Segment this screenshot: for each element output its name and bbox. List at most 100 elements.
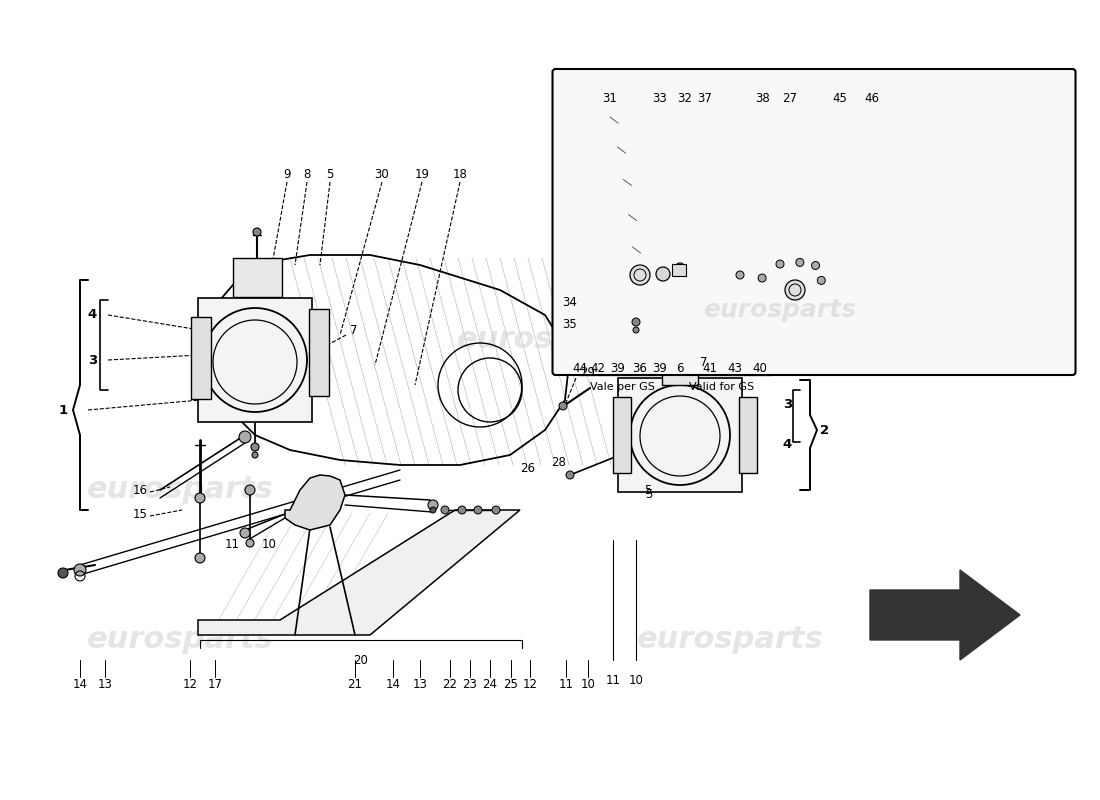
Text: eurosparts: eurosparts <box>456 326 644 354</box>
Text: 42: 42 <box>591 362 605 374</box>
Polygon shape <box>870 570 1020 660</box>
Circle shape <box>785 280 805 300</box>
Circle shape <box>428 500 438 510</box>
Text: 4: 4 <box>783 438 792 451</box>
Circle shape <box>758 274 766 282</box>
FancyBboxPatch shape <box>309 309 329 396</box>
Text: 24: 24 <box>483 678 497 691</box>
Text: 18: 18 <box>452 167 468 181</box>
Text: 2: 2 <box>820 423 829 437</box>
Circle shape <box>239 431 251 443</box>
Text: 15: 15 <box>133 509 148 522</box>
Text: 20: 20 <box>353 654 369 666</box>
Text: 41: 41 <box>703 362 717 374</box>
Circle shape <box>251 443 258 451</box>
Text: 10: 10 <box>581 678 595 691</box>
Text: 35: 35 <box>562 318 578 331</box>
Circle shape <box>492 506 500 514</box>
Circle shape <box>246 539 254 547</box>
Text: 7: 7 <box>350 323 358 337</box>
Text: 13: 13 <box>412 678 428 691</box>
Circle shape <box>252 452 258 458</box>
Text: 22: 22 <box>442 678 458 691</box>
Text: 9: 9 <box>284 167 290 181</box>
Text: 21: 21 <box>348 678 363 691</box>
Circle shape <box>632 318 640 326</box>
Text: 1: 1 <box>59 403 68 417</box>
Circle shape <box>441 506 449 514</box>
Circle shape <box>656 267 670 281</box>
Text: Valid for GS: Valid for GS <box>690 382 755 392</box>
Text: 10: 10 <box>262 538 277 551</box>
FancyBboxPatch shape <box>233 258 282 297</box>
Text: 29: 29 <box>580 366 595 378</box>
Text: 43: 43 <box>727 362 742 374</box>
Text: 38: 38 <box>756 91 770 105</box>
Text: 30: 30 <box>375 167 389 181</box>
FancyBboxPatch shape <box>198 298 312 422</box>
Text: 12: 12 <box>522 678 538 691</box>
Text: 39: 39 <box>652 362 668 374</box>
Text: 40: 40 <box>752 362 768 374</box>
Circle shape <box>74 564 86 576</box>
Circle shape <box>195 493 205 503</box>
Circle shape <box>253 228 261 236</box>
Text: 13: 13 <box>98 678 112 691</box>
Text: 10: 10 <box>628 674 643 686</box>
Text: 17: 17 <box>208 678 222 691</box>
Circle shape <box>430 507 436 513</box>
Text: 34: 34 <box>562 295 578 309</box>
Text: 23: 23 <box>463 678 477 691</box>
Text: 5: 5 <box>327 167 333 181</box>
Text: 11: 11 <box>559 678 573 691</box>
Circle shape <box>566 471 574 479</box>
FancyBboxPatch shape <box>618 378 742 492</box>
FancyBboxPatch shape <box>662 357 698 385</box>
Polygon shape <box>285 475 345 530</box>
Text: 27: 27 <box>782 91 797 105</box>
FancyBboxPatch shape <box>613 397 631 473</box>
Circle shape <box>736 271 744 279</box>
Text: 12: 12 <box>183 678 198 691</box>
Text: 14: 14 <box>385 678 400 691</box>
FancyBboxPatch shape <box>672 264 686 276</box>
Circle shape <box>195 553 205 563</box>
Circle shape <box>458 506 466 514</box>
FancyBboxPatch shape <box>552 69 1076 375</box>
Text: 25: 25 <box>504 678 518 691</box>
Text: 3: 3 <box>88 354 97 366</box>
Text: eurosparts: eurosparts <box>703 298 857 322</box>
Text: 37: 37 <box>697 91 713 105</box>
Text: 7: 7 <box>700 355 707 369</box>
Text: 8: 8 <box>304 167 310 181</box>
Polygon shape <box>198 510 520 635</box>
Text: 32: 32 <box>678 91 692 105</box>
Text: 19: 19 <box>415 167 429 181</box>
Text: 44: 44 <box>572 362 587 374</box>
Text: 36: 36 <box>632 362 648 374</box>
Text: Vale per GS: Vale per GS <box>590 382 654 392</box>
Text: 39: 39 <box>610 362 626 374</box>
Circle shape <box>58 568 68 578</box>
Circle shape <box>630 265 650 285</box>
Circle shape <box>776 260 784 268</box>
Text: 33: 33 <box>652 91 668 105</box>
Text: 16: 16 <box>133 483 148 497</box>
Circle shape <box>559 402 566 410</box>
Text: 6: 6 <box>676 362 684 374</box>
FancyBboxPatch shape <box>191 317 211 399</box>
Circle shape <box>817 277 825 285</box>
Circle shape <box>812 262 820 270</box>
Text: 4: 4 <box>88 309 97 322</box>
Circle shape <box>240 528 250 538</box>
Circle shape <box>675 263 685 273</box>
Text: 11: 11 <box>226 538 240 551</box>
Text: eurosparts: eurosparts <box>87 475 274 505</box>
FancyBboxPatch shape <box>739 397 757 473</box>
Text: 5: 5 <box>645 489 652 502</box>
Text: 26: 26 <box>520 462 535 474</box>
Text: 11: 11 <box>605 674 620 686</box>
Circle shape <box>632 327 639 333</box>
Text: eurosparts: eurosparts <box>87 626 274 654</box>
Text: 14: 14 <box>73 678 88 691</box>
